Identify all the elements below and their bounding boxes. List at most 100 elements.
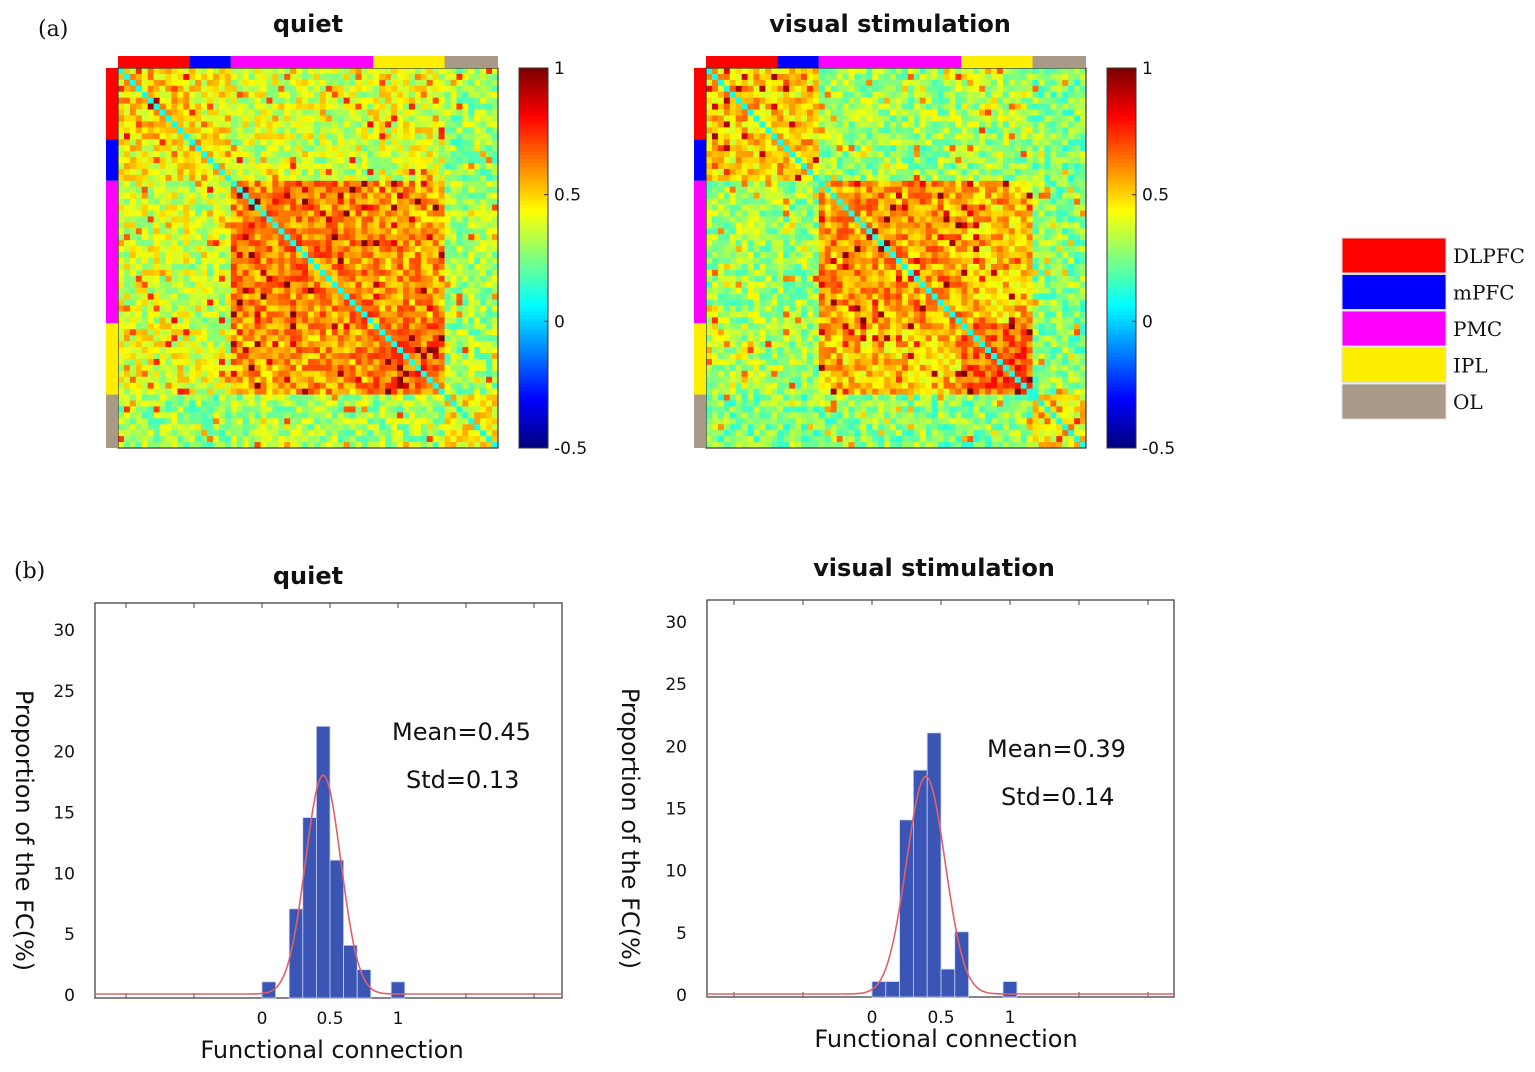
heatmap-cell xyxy=(129,269,137,277)
heatmap-cell xyxy=(450,370,457,378)
heatmap-cell xyxy=(153,168,160,176)
heatmap-cell xyxy=(991,68,998,75)
heatmap-cell xyxy=(254,186,261,194)
heatmap-cell xyxy=(979,68,986,75)
heatmap-cell xyxy=(147,97,155,105)
heatmap-cell xyxy=(118,436,125,443)
heatmap-cell xyxy=(385,85,392,93)
heatmap-cell xyxy=(260,252,267,259)
heatmap-cell xyxy=(207,115,214,122)
heatmap-cell xyxy=(153,246,160,253)
heatmap-cell xyxy=(331,370,339,378)
heatmap-cell xyxy=(492,145,499,152)
heatmap-cell xyxy=(195,353,202,360)
heatmap-cell xyxy=(201,79,208,87)
heatmap-cell xyxy=(242,204,250,211)
heatmap-cell xyxy=(254,204,261,211)
heatmap-cell xyxy=(248,139,255,146)
heatmap-cell xyxy=(189,186,196,194)
heatmap-cell xyxy=(824,91,832,99)
heatmap-cell xyxy=(355,252,362,259)
heatmap-cell xyxy=(783,91,790,99)
heatmap-cell xyxy=(420,364,428,372)
heatmap-cell xyxy=(373,163,380,170)
heatmap-cell xyxy=(260,305,267,312)
heatmap-cell xyxy=(313,234,321,241)
heatmap-cell xyxy=(207,341,214,348)
heatmap-cell xyxy=(474,115,481,122)
heatmap-cell xyxy=(195,68,202,75)
heatmap-cell xyxy=(213,73,220,81)
heatmap-cell xyxy=(432,275,440,283)
heatmap-cell xyxy=(278,358,285,366)
heatmap-cell xyxy=(468,222,475,229)
heatmap-cell xyxy=(331,228,339,235)
heatmap-cell xyxy=(224,204,232,211)
heatmap-cell xyxy=(248,192,255,200)
heatmap-cell xyxy=(836,68,843,75)
heatmap-cell xyxy=(343,358,350,366)
heatmap-cell xyxy=(355,210,362,217)
heatmap-cell xyxy=(123,234,131,241)
heatmap-cell xyxy=(468,382,475,390)
heatmap-cell xyxy=(278,192,285,200)
heatmap-cell xyxy=(337,198,345,205)
heatmap-cell xyxy=(842,97,849,105)
heatmap-cell xyxy=(468,329,475,336)
heatmap-cell xyxy=(860,127,867,134)
heatmap-cell xyxy=(723,127,731,134)
heatmap-cell xyxy=(325,228,333,235)
heatmap-cell xyxy=(242,73,250,81)
heatmap-cell xyxy=(218,293,226,300)
heatmap-cell xyxy=(296,222,303,229)
heatmap-cell xyxy=(224,430,232,437)
heatmap-cell xyxy=(159,139,166,146)
heatmap-cell xyxy=(343,293,350,300)
heatmap-cell xyxy=(355,204,362,211)
heatmap-cell xyxy=(135,347,143,354)
heatmap-cell xyxy=(189,180,196,188)
heatmap-cell xyxy=(1008,68,1016,75)
heatmap-cell xyxy=(385,174,392,182)
heatmap-cell xyxy=(367,103,374,110)
heatmap-cell xyxy=(296,157,303,164)
heatmap-cell xyxy=(818,73,826,81)
heatmap-cell xyxy=(260,329,267,336)
heatmap-cell xyxy=(201,204,208,211)
heatmap-cell xyxy=(266,163,273,170)
heatmap-cell xyxy=(325,222,333,229)
heatmap-cell xyxy=(444,406,451,413)
heatmap-cell xyxy=(480,406,487,413)
heatmap-cell xyxy=(331,103,339,110)
heatmap-cell xyxy=(123,204,131,211)
heatmap-cell xyxy=(931,85,938,93)
heatmap-cell xyxy=(319,180,327,188)
heatmap-cell xyxy=(747,127,754,134)
heatmap-cell xyxy=(414,329,422,336)
heatmap-cell xyxy=(474,216,481,223)
heatmap-cell xyxy=(836,73,843,81)
heatmap-cell xyxy=(426,91,434,99)
heatmap-cell xyxy=(141,341,149,348)
heatmap-cell xyxy=(165,329,172,336)
heatmap-cell xyxy=(266,341,273,348)
heatmap-cell xyxy=(373,97,380,105)
heatmap-cell xyxy=(230,442,238,449)
heatmap-cell xyxy=(337,329,345,336)
heatmap-cell xyxy=(266,311,273,318)
heatmap-cell xyxy=(397,121,404,128)
heatmap-cell xyxy=(242,127,250,134)
heatmap-cell xyxy=(171,157,178,164)
heatmap-cell xyxy=(254,281,261,289)
heatmap-cell xyxy=(313,210,321,217)
heatmap-cell xyxy=(207,121,214,128)
heatmap-cell xyxy=(480,329,487,336)
heatmap-cell xyxy=(438,299,445,306)
heatmap-cell xyxy=(266,240,273,247)
heatmap-cell xyxy=(349,418,356,425)
heatmap-cell xyxy=(355,269,362,277)
heatmap-cell xyxy=(236,358,244,366)
heatmap-cell xyxy=(420,180,428,188)
heatmap-cell xyxy=(432,376,440,384)
heatmap-cell xyxy=(432,91,440,99)
